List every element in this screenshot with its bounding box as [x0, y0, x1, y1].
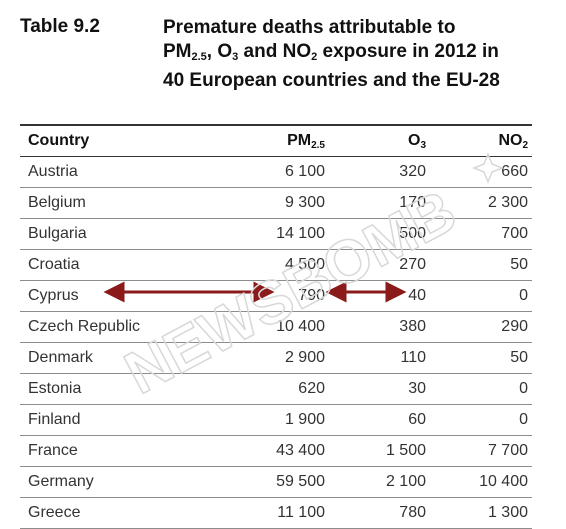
o3-cell: 110: [400, 349, 426, 366]
table-number: Table 9.2: [20, 16, 100, 37]
o3-cell: 170: [399, 194, 426, 211]
table-body: Austria 6 100 320 660 Belgium 9 300 170 2 300 Bu…: [20, 157, 532, 529]
no2-cell: 7 700: [487, 442, 528, 459]
country-cell: Czech Republic: [28, 318, 141, 335]
title-o3-sub: 3: [232, 51, 239, 63]
header-country: Country: [28, 132, 90, 149]
country-cell: Estonia: [28, 380, 82, 397]
no2-cell: 1 300: [487, 504, 528, 521]
title-line-3: 40 European countries and the EU-28: [163, 70, 500, 91]
o3-cell: 2 100: [385, 473, 426, 490]
table-row: Estonia 620 30 0: [20, 374, 532, 405]
country-cell: Croatia: [28, 256, 80, 273]
table-row: Finland 1 900 60 0: [20, 405, 532, 436]
pm25-cell: 2 900: [284, 349, 325, 366]
country-cell: France: [28, 442, 78, 459]
title-no2: and NO: [238, 41, 312, 62]
pm25-cell: 14 100: [276, 225, 325, 242]
no2-cell: 2 300: [487, 194, 528, 211]
country-cell: Finland: [28, 411, 81, 428]
title-pm: PM: [163, 41, 192, 62]
table-row: Greece 11 100 780 1 300: [20, 498, 532, 529]
country-cell: Greece: [28, 504, 81, 521]
table-row: Belgium 9 300 170 2 300: [20, 188, 532, 219]
pm25-cell: 1 900: [284, 411, 325, 428]
o3-cell: 40: [408, 287, 426, 304]
table-row: Croatia 4 500 270 50: [20, 250, 532, 281]
no2-cell: 0: [519, 287, 528, 304]
table-row: France 43 400 1 500 7 700: [20, 436, 532, 467]
pm25-cell: 43 400: [276, 442, 325, 459]
table-title: Premature deaths attributable to PM2.5, …: [163, 16, 558, 93]
pm25-cell: 4 500: [284, 256, 325, 273]
pm25-cell: 790: [298, 287, 325, 304]
table-row: Austria 6 100 320 660: [20, 157, 532, 188]
table-row: Bulgaria 14 100 500 700: [20, 219, 532, 250]
country-cell: Belgium: [28, 194, 86, 211]
pm25-cell: 9 300: [284, 194, 325, 211]
country-cell: Austria: [28, 163, 78, 180]
no2-cell: 660: [501, 163, 528, 180]
o3-cell: 30: [408, 380, 426, 397]
o3-cell: 1 500: [385, 442, 426, 459]
header-no2: NO2: [498, 131, 528, 151]
o3-cell: 500: [399, 225, 426, 242]
deaths-table: Country PM2.5 O3 NO2 Austria 6 100 320 660 B…: [20, 124, 532, 529]
pm25-cell: 620: [298, 380, 325, 397]
country-cell: Cyprus: [28, 287, 79, 304]
o3-cell: 320: [399, 163, 426, 180]
table-row: Germany 59 500 2 100 10 400: [20, 467, 532, 498]
no2-cell: 0: [519, 411, 528, 428]
table-row: Denmark 2 900 110 50: [20, 343, 532, 374]
pm25-cell: 6 100: [284, 163, 325, 180]
o3-cell: 270: [399, 256, 426, 273]
header-o3: O3: [407, 131, 426, 151]
no2-cell: 50: [510, 349, 528, 366]
title-exposure: exposure in 2012 in: [317, 41, 499, 62]
title-line-1: Premature deaths attributable to: [163, 17, 456, 38]
o3-cell: 60: [408, 411, 426, 428]
country-cell: Bulgaria: [28, 225, 87, 242]
o3-cell: 380: [399, 318, 426, 335]
no2-cell: 0: [519, 380, 528, 397]
header-pm25: PM2.5: [287, 131, 325, 151]
no2-cell: 700: [501, 225, 528, 242]
no2-cell: 50: [510, 256, 528, 273]
no2-cell: 290: [501, 318, 528, 335]
table-row: Czech Republic 10 400 380 290: [20, 312, 532, 343]
o3-cell: 780: [399, 504, 426, 521]
title-pm-sub: 2.5: [191, 51, 207, 63]
country-cell: Germany: [28, 473, 94, 490]
pm25-cell: 10 400: [276, 318, 325, 335]
title-o3: , O: [206, 41, 233, 62]
country-cell: Denmark: [28, 349, 93, 366]
table-row: Cyprus 790 40 0: [20, 281, 532, 312]
table-header-row: Country PM2.5 O3 NO2: [20, 126, 532, 157]
no2-cell: 10 400: [479, 473, 528, 490]
pm25-cell: 59 500: [276, 473, 325, 490]
title-no2-sub: 2: [311, 51, 318, 63]
pm25-cell: 11 100: [277, 504, 325, 521]
table-top-rule: [20, 124, 532, 126]
